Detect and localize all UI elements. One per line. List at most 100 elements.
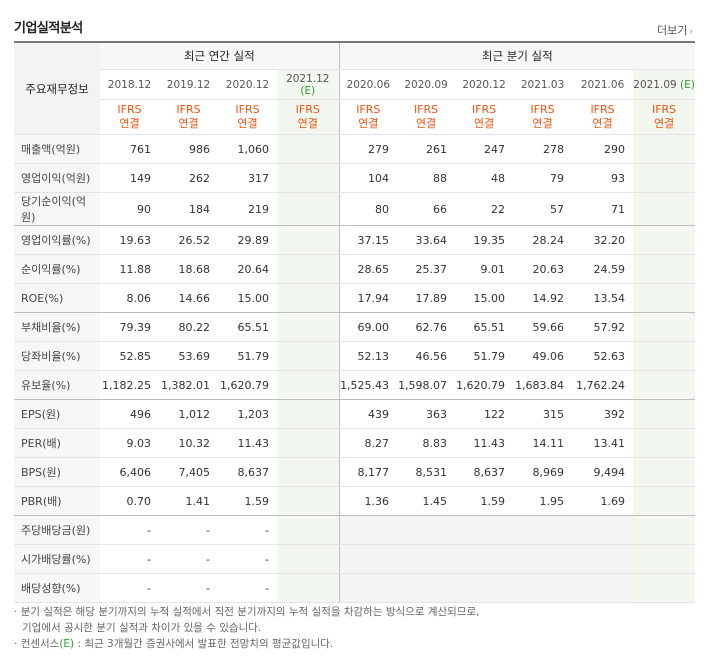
table-cell [633,370,696,400]
more-link[interactable]: 더보기 › [657,22,693,38]
table-cell [277,312,340,342]
table-row: 유보율(%) 1,182.25 1,382.01 1,620.79 1,525.43 1,… [14,370,696,400]
table-row: BPS(원) 6,406 7,405 8,637 8,177 8,531 8,637 8,96… [14,457,696,487]
footnote-1: · 분기 실적은 해당 분기까지의 누적 실적에서 직전 분기까지의 누적 실적… [14,606,480,618]
footnote-2: · 컨센서스(E) : 최근 3개월간 증권사에서 발표한 전망치의 평균값입니… [14,638,334,650]
table-cell: 1.59 [455,486,514,516]
table-cell [277,283,340,313]
table-cell: 32.20 [572,225,634,255]
chevron-right-icon: › [689,27,693,37]
table-cell: 14.66 [159,283,218,313]
row-label: PER(배) [14,428,100,458]
table-cell: 33.64 [397,225,456,255]
table-cell: - [100,515,159,545]
table-cell: 1,683.84 [513,370,573,400]
table-cell: 7,405 [159,457,218,487]
table-cell: 20.64 [218,254,277,284]
table-cell: 51.79 [455,341,514,371]
period-header: 2021.03 [513,69,573,100]
table-cell: 1.41 [159,486,218,516]
table-cell [633,341,696,371]
table-cell: 392 [572,399,634,429]
table-cell: - [218,544,277,574]
table-cell [338,573,398,603]
table-cell: 219 [218,192,277,226]
table-cell [633,544,696,574]
table-row: 주당배당금(원) - - - [14,515,696,545]
ifrs-label: IFRS 연결 [513,99,573,135]
table-cell: 6,406 [100,457,159,487]
table-cell: 19.63 [100,225,159,255]
table-cell: 9.03 [100,428,159,458]
table-cell: 9.01 [455,254,514,284]
quarter-group-header: 최근 분기 실적 [338,41,696,70]
table-cell: 1,762.24 [572,370,634,400]
table-cell [633,283,696,313]
table-cell: 65.51 [218,312,277,342]
table-cell [277,341,340,371]
table-cell [633,134,696,164]
table-cell [277,544,340,574]
table-cell [277,192,340,226]
table-cell: 37.15 [338,225,398,255]
table-cell: 1,203 [218,399,277,429]
row-label: 매출액(억원) [14,134,100,164]
table-cell: 19.35 [455,225,514,255]
financial-table: 주요재무정보 최근 연간 실적 최근 분기 실적 2018.12 2019.12 2… [14,41,696,603]
table-cell [338,515,398,545]
table-cell: 53.69 [159,341,218,371]
footnote-1-cont: 기업에서 공시한 분기 실적과 차이가 있을 수 있습니다. [22,622,262,634]
table-cell: 8,969 [513,457,573,487]
table-cell [513,544,573,574]
period-header: 2020.12 [218,69,277,100]
table-cell [338,544,398,574]
ifrs-label: IFRS 연결 [277,99,340,135]
table-cell [397,573,456,603]
estimate-mark: (E) [300,84,316,97]
period-header: 2021.09 (E) [633,69,696,100]
table-cell [455,573,514,603]
table-cell [277,428,340,458]
row-label: 당기순이익(억원) [14,192,100,226]
table-cell [397,515,456,545]
table-cell: 15.00 [218,283,277,313]
table-cell: 439 [338,399,398,429]
table-cell [633,486,696,516]
table-row: PBR(배) 0.70 1.41 1.59 1.36 1.45 1.59 1.95 1.69 [14,486,696,516]
table-cell: 48 [455,163,514,193]
table-cell: 28.24 [513,225,573,255]
row-label: BPS(원) [14,457,100,487]
table-cell: 80.22 [159,312,218,342]
table-cell: 24.59 [572,254,634,284]
table-cell [633,457,696,487]
table-cell: 22 [455,192,514,226]
table-cell: 8.83 [397,428,456,458]
row-label: 당좌비율(%) [14,341,100,371]
table-cell: 52.85 [100,341,159,371]
table-cell: 104 [338,163,398,193]
table-cell: 1,525.43 [338,370,398,400]
table-cell: 1.36 [338,486,398,516]
estimate-mark: (E) [676,78,695,91]
table-cell: 986 [159,134,218,164]
table-cell: - [159,515,218,545]
table-cell [633,163,696,193]
table-cell: 317 [218,163,277,193]
table-cell: 8,637 [455,457,514,487]
ifrs-label: IFRS 연결 [397,99,456,135]
table-cell: - [218,515,277,545]
row-label: 배당성향(%) [14,573,100,603]
row-header-label: 주요재무정보 [14,41,100,135]
table-cell [572,515,634,545]
table-cell: 11.43 [455,428,514,458]
period-header: 2021.12 (E) [277,69,340,100]
table-cell: 1,620.79 [218,370,277,400]
table-cell [277,486,340,516]
table-cell: 261 [397,134,456,164]
table-cell [277,254,340,284]
table-cell: 761 [100,134,159,164]
table-cell [277,399,340,429]
table-cell: 279 [338,134,398,164]
annual-group-header: 최근 연간 실적 [100,41,340,70]
table-cell: 1.95 [513,486,573,516]
